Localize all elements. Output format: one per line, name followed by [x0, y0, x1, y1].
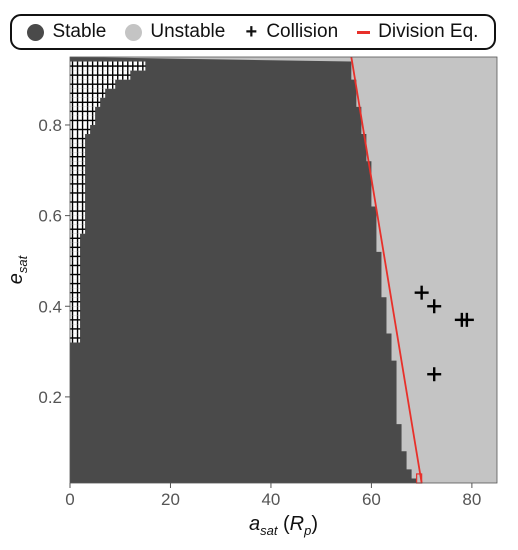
x-axis-label-sub: sat — [260, 523, 279, 538]
legend-item-division: Division Eq. — [357, 21, 478, 43]
stable-dot-icon — [27, 23, 45, 41]
x-tick-label: 20 — [161, 490, 180, 509]
legend-item-collision: + Collision — [244, 21, 338, 43]
y-tick-label: 0.2 — [38, 388, 62, 407]
y-axis-label-sub: sat — [15, 254, 30, 273]
plus-icon: + — [245, 21, 258, 43]
division-line — [350, 56, 423, 484]
unstable-dot-icon — [125, 23, 143, 41]
heatmap-cells — [70, 57, 497, 483]
legend-label-collision: Collision — [266, 21, 339, 42]
x-axis-title: asat (Rp) — [249, 513, 318, 538]
legend: Stable Unstable + Collision Division Eq. — [10, 14, 496, 50]
division-line-group — [350, 56, 423, 484]
x-ticks: 0 20 40 60 80 — [65, 483, 481, 509]
x-tick-label: 60 — [362, 490, 381, 509]
y-tick-label: 0.4 — [38, 297, 62, 316]
x-axis-unit-sub: p — [303, 523, 311, 538]
collision-markers — [69, 61, 474, 484]
y-axis-label-main: e — [5, 273, 27, 284]
y-axis-title: esat — [5, 254, 30, 284]
y-ticks: 0.2 0.4 0.6 0.8 — [38, 116, 70, 407]
x-tick-label: 40 — [261, 490, 280, 509]
y-tick-label: 0.6 — [38, 207, 62, 226]
legend-label-unstable: Unstable — [150, 21, 226, 42]
legend-item-stable: Stable — [27, 21, 106, 43]
x-tick-label: 0 — [65, 490, 74, 509]
x-tick-label: 80 — [462, 490, 481, 509]
legend-label-division: Division Eq. — [378, 21, 479, 42]
stable-region — [70, 57, 417, 483]
legend-item-unstable: Unstable — [125, 21, 225, 43]
red-dash-icon — [357, 30, 371, 34]
x-axis-unit-main: R — [290, 513, 304, 535]
plot-frame — [69, 56, 498, 484]
y-tick-label: 0.8 — [38, 116, 62, 135]
legend-label-stable: Stable — [52, 21, 107, 42]
x-axis-label-main: a — [249, 513, 260, 535]
